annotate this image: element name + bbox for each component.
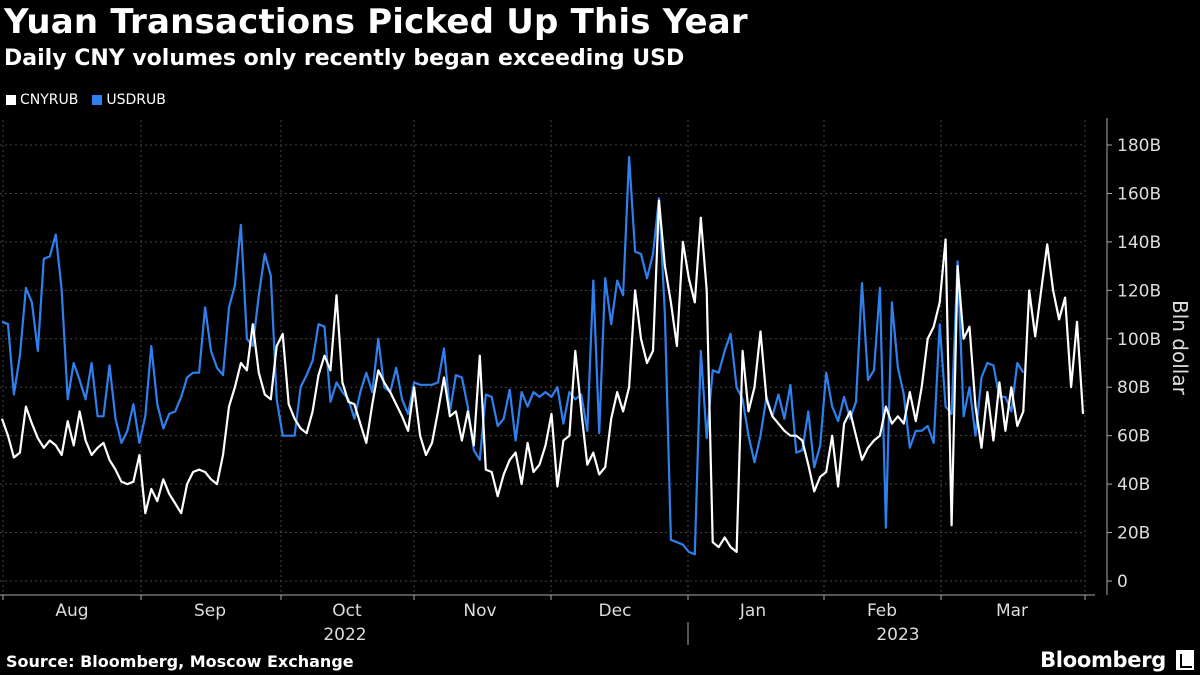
x-tick-label-dec: Dec xyxy=(599,601,632,621)
y-axis-title: Bln dollar xyxy=(1168,300,1192,396)
legend-label-usdrub: USDRUB xyxy=(106,92,166,108)
y-tick-label-4: 80B xyxy=(1117,378,1150,398)
x-tick-label-mar: Mar xyxy=(996,601,1028,621)
y-tick-label-8: 160B xyxy=(1117,184,1161,204)
y-tick-label-2: 40B xyxy=(1117,475,1150,495)
legend-item-usdrub: USDRUB xyxy=(92,92,166,108)
y-tick-label-1: 20B xyxy=(1117,524,1150,544)
chart-title: Yuan Transactions Picked Up This Year xyxy=(4,2,748,42)
y-tick-label-0: 0 xyxy=(1117,572,1128,592)
chart-legend: CNYRUB USDRUB xyxy=(6,92,166,108)
bloomberg-terminal-icon xyxy=(1176,650,1194,670)
legend-item-cnyrub: CNYRUB xyxy=(6,92,78,108)
year-label-2023: 2023 xyxy=(876,625,919,645)
x-tick-label-aug: Aug xyxy=(55,601,88,621)
y-tick-label-3: 60B xyxy=(1117,427,1150,447)
series-line-cnyrub xyxy=(0,199,1085,554)
legend-label-cnyrub: CNYRUB xyxy=(20,92,79,108)
source-note: Source: Bloomberg, Moscow Exchange xyxy=(6,652,354,671)
y-tick-label-5: 100B xyxy=(1117,330,1161,350)
chart-subtitle: Daily CNY volumes only recently began ex… xyxy=(4,46,685,71)
series-line-usdrub xyxy=(1,156,1025,556)
y-tick-label-6: 120B xyxy=(1117,281,1161,301)
bloomberg-logo: Bloomberg xyxy=(1040,648,1166,672)
x-tick-label-sep: Sep xyxy=(194,601,226,621)
x-tick-label-oct: Oct xyxy=(332,601,362,621)
y-tick-label-7: 140B xyxy=(1117,233,1161,253)
y-tick-label-9: 180B xyxy=(1117,136,1161,156)
legend-swatch-cnyrub xyxy=(6,95,16,105)
legend-swatch-usdrub xyxy=(92,95,103,105)
x-tick-label-nov: Nov xyxy=(463,601,496,621)
year-label-2022: 2022 xyxy=(323,625,366,645)
x-tick-label-jan: Jan xyxy=(739,601,766,621)
x-tick-label-feb: Feb xyxy=(867,601,897,621)
